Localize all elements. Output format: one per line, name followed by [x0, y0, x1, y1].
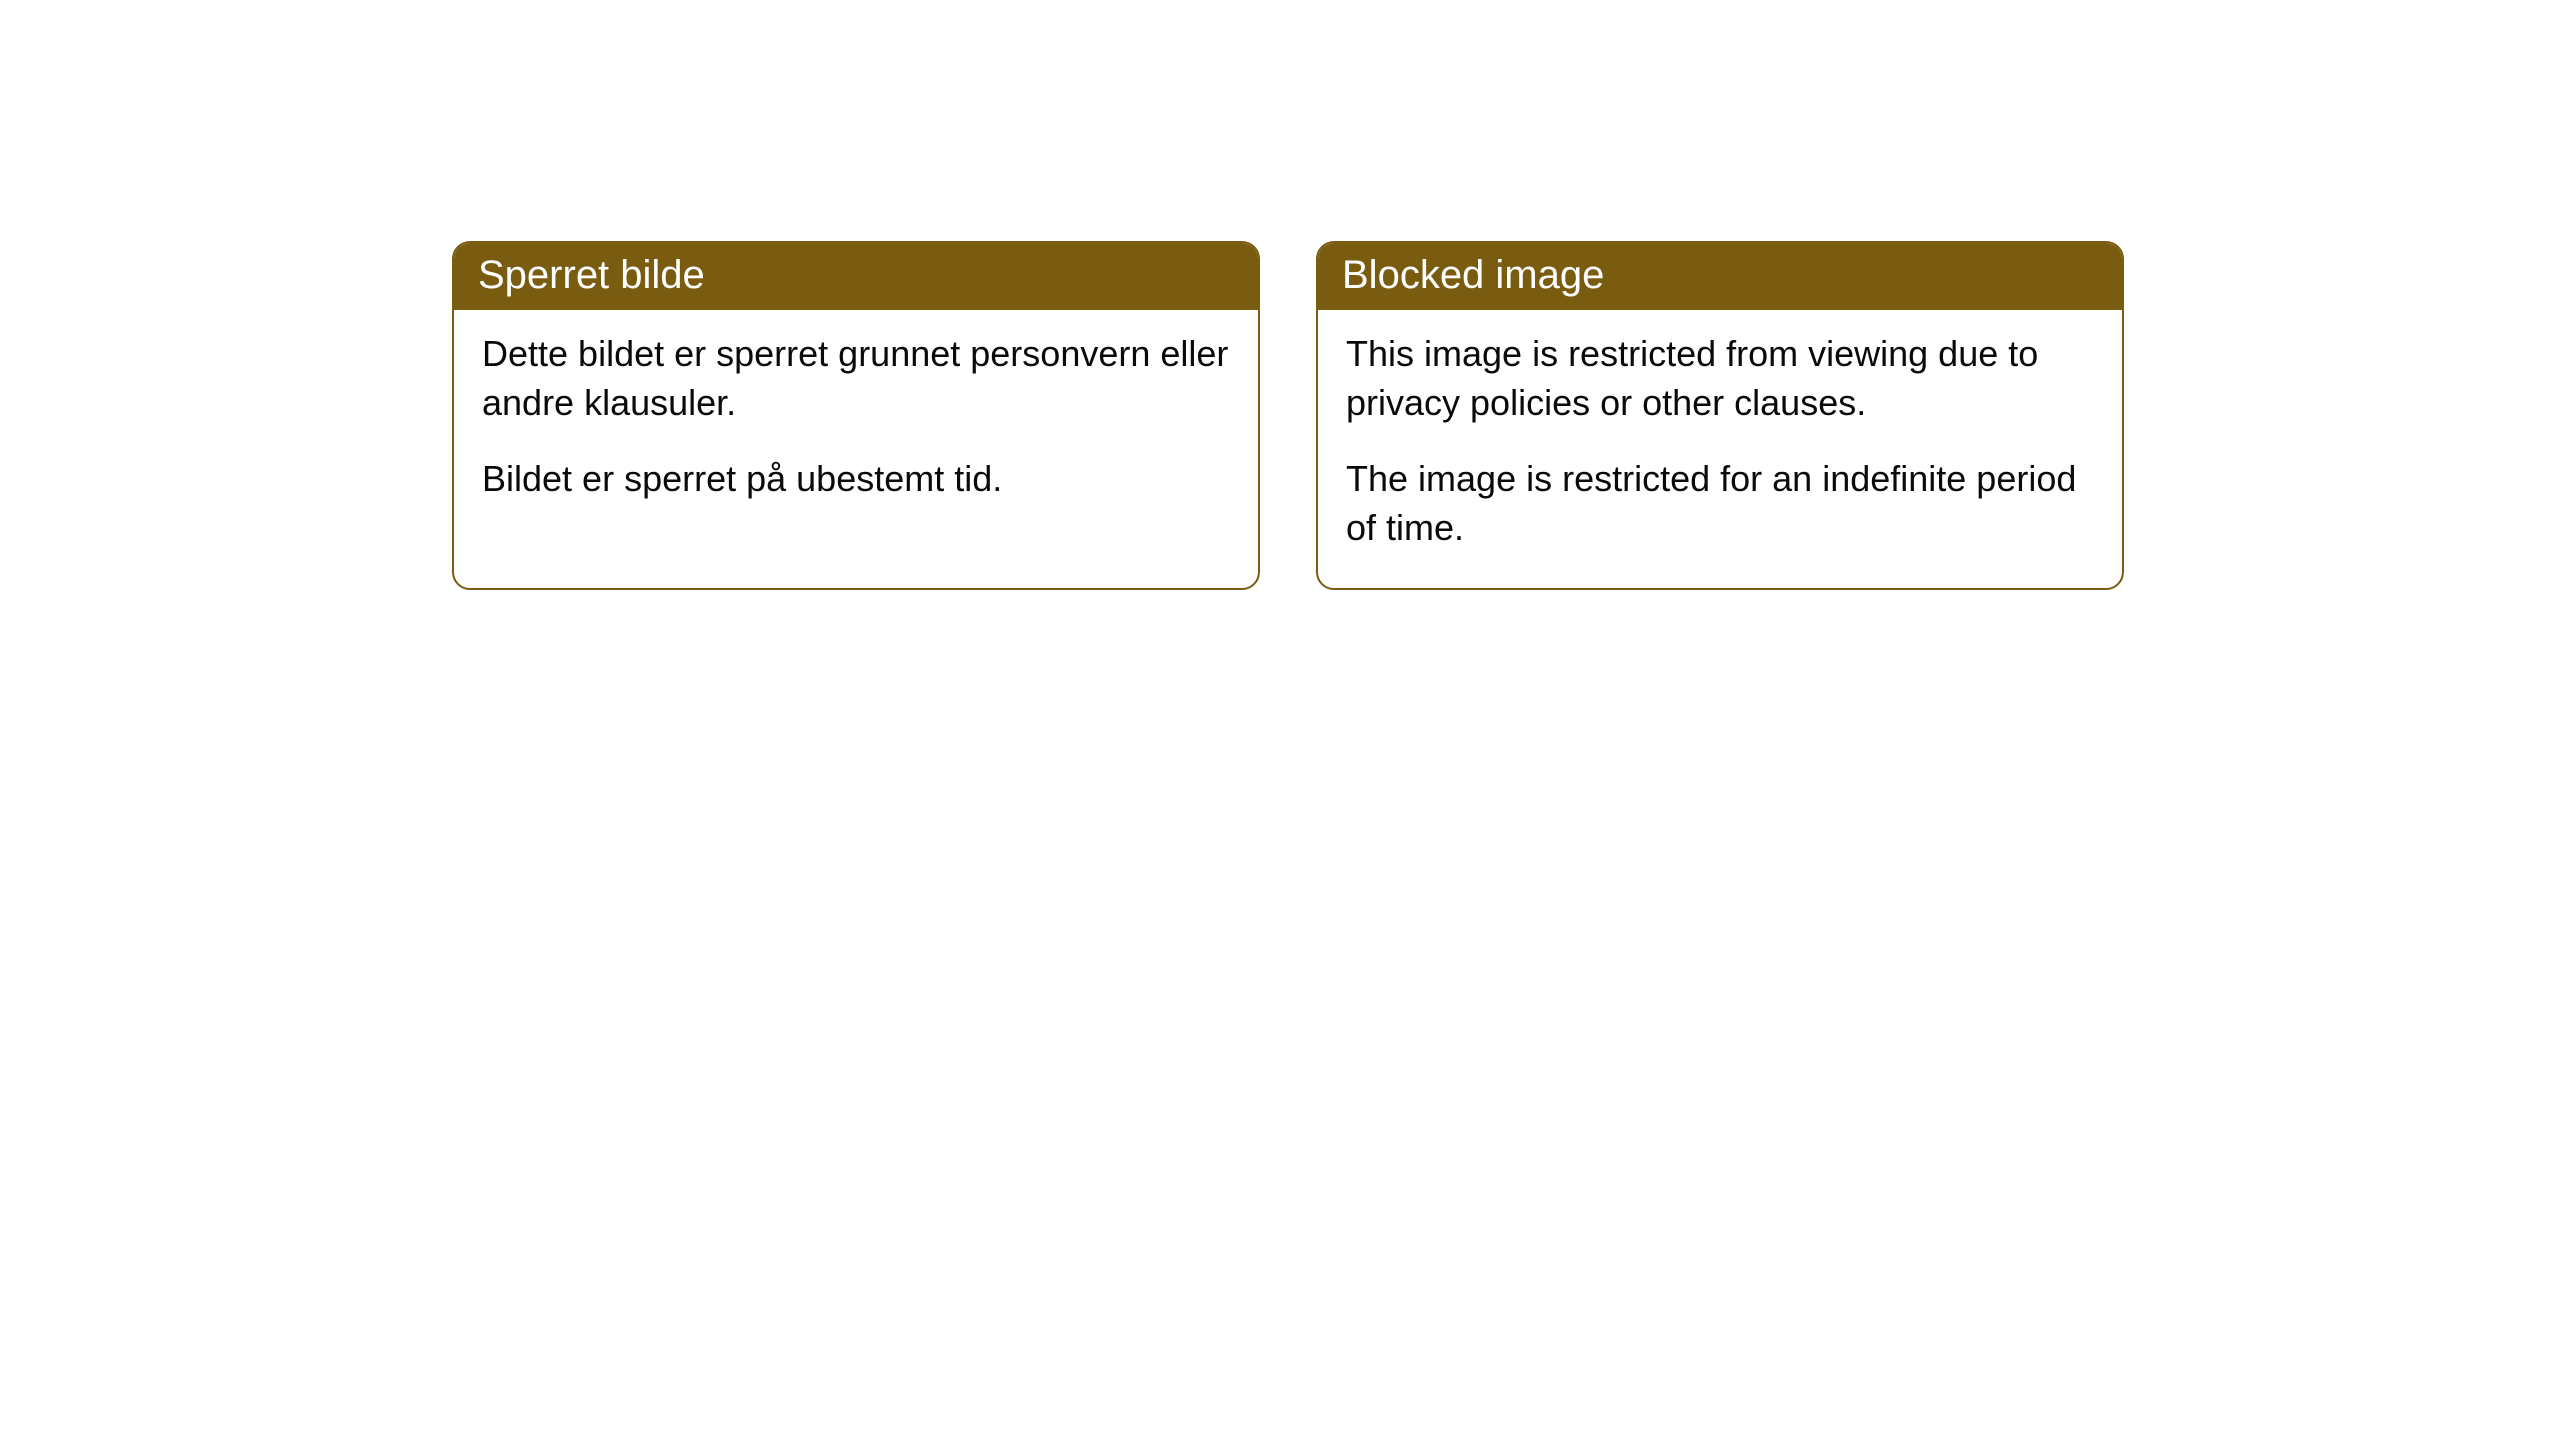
card-body: This image is restricted from viewing du…	[1318, 310, 2122, 588]
card-header: Blocked image	[1318, 243, 2122, 310]
card-paragraph: Dette bildet er sperret grunnet personve…	[482, 330, 1230, 427]
notice-cards-container: Sperret bilde Dette bildet er sperret gr…	[452, 241, 2124, 590]
notice-card-norwegian: Sperret bilde Dette bildet er sperret gr…	[452, 241, 1260, 590]
card-paragraph: This image is restricted from viewing du…	[1346, 330, 2094, 427]
card-paragraph: The image is restricted for an indefinit…	[1346, 455, 2094, 552]
notice-card-english: Blocked image This image is restricted f…	[1316, 241, 2124, 590]
card-body: Dette bildet er sperret grunnet personve…	[454, 310, 1258, 540]
card-paragraph: Bildet er sperret på ubestemt tid.	[482, 455, 1230, 504]
card-header: Sperret bilde	[454, 243, 1258, 310]
